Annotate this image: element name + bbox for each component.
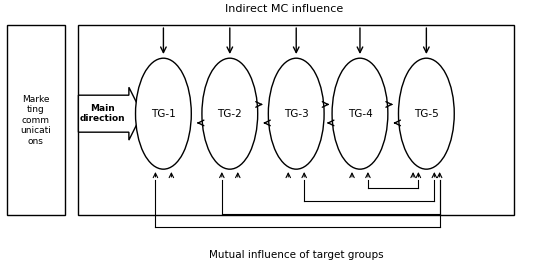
Ellipse shape: [268, 58, 324, 169]
Ellipse shape: [136, 58, 191, 169]
Text: Marke
ting
comm
unicati
ons: Marke ting comm unicati ons: [20, 95, 51, 146]
Text: TG-4: TG-4: [348, 109, 372, 119]
Ellipse shape: [332, 58, 388, 169]
Text: Mutual influence of target groups: Mutual influence of target groups: [209, 250, 383, 260]
Text: Indirect MC influence: Indirect MC influence: [224, 4, 343, 14]
Text: TG-3: TG-3: [284, 109, 309, 119]
Ellipse shape: [398, 58, 454, 169]
Polygon shape: [78, 87, 142, 140]
Ellipse shape: [202, 58, 258, 169]
Text: TG-1: TG-1: [151, 109, 176, 119]
Bar: [7, 25, 65, 215]
Text: Main
direction: Main direction: [80, 104, 125, 123]
Bar: [78, 25, 514, 215]
Text: TG-5: TG-5: [414, 109, 439, 119]
Text: TG-2: TG-2: [217, 109, 242, 119]
